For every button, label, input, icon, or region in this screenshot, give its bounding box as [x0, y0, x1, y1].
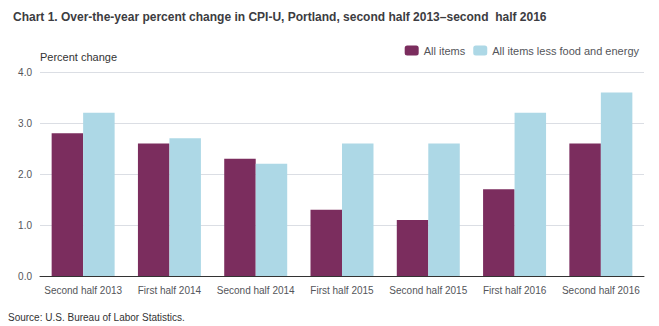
svg-text:First half 2016: First half 2016 — [483, 285, 547, 296]
svg-text:4.0: 4.0 — [18, 67, 32, 78]
svg-text:3.0: 3.0 — [18, 118, 32, 129]
svg-text:Percent change: Percent change — [40, 51, 117, 63]
svg-text:Second half 2016: Second half 2016 — [562, 285, 640, 296]
svg-text:2.0: 2.0 — [18, 169, 32, 180]
svg-text:Source: U.S. Bureau of Labor S: Source: U.S. Bureau of Labor Statistics. — [8, 312, 185, 323]
svg-text:All items: All items — [424, 45, 466, 57]
svg-text:Second half 2015: Second half 2015 — [389, 285, 467, 296]
svg-text:Chart 1. Over-the-year percent: Chart 1. Over-the-year percent change in… — [13, 10, 547, 24]
svg-text:Second half 2014: Second half 2014 — [217, 285, 295, 296]
svg-text:First half 2015: First half 2015 — [310, 285, 374, 296]
svg-text:First half 2014: First half 2014 — [138, 285, 202, 296]
svg-text:1.0: 1.0 — [18, 220, 32, 231]
svg-text:Second half 2013: Second half 2013 — [44, 285, 122, 296]
svg-text:All items less food and energy: All items less food and energy — [492, 45, 639, 57]
svg-text:0.0: 0.0 — [18, 271, 32, 282]
